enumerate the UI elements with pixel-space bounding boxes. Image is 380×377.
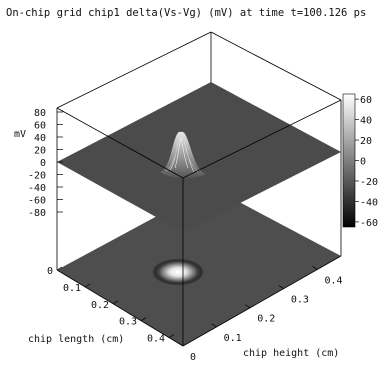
y-tick-mark	[177, 342, 184, 347]
floor-projection-blob	[151, 258, 205, 286]
x-tick-label: 0	[47, 266, 53, 277]
surface-peak	[160, 131, 206, 179]
x-axis-label: chip length (cm)	[28, 334, 124, 345]
z-tick-label: 0	[40, 158, 46, 169]
colorbar	[342, 93, 356, 228]
colorbar-tick-label: 0	[360, 157, 366, 168]
x-tick-mark	[112, 300, 119, 305]
x-axis-ticks: 0 0.1 0.2 0.3 0.4	[47, 266, 175, 345]
y-tick-label: 0	[190, 352, 196, 363]
bounding-box-front	[56, 99, 342, 347]
colorbar-ticks: 60 40 20 0 -20 -40 -60	[355, 95, 378, 229]
z-tick-label: -60	[28, 196, 46, 207]
y-tick-mark	[211, 323, 217, 328]
z-tick-label: -20	[28, 171, 46, 182]
z-tick-label: 40	[34, 133, 46, 144]
y-axis-label: chip height (cm)	[243, 348, 339, 359]
z-tick-label: 80	[34, 108, 46, 119]
y-tick-label: 0.2	[257, 314, 275, 325]
x-tick-label: 0.2	[91, 300, 109, 311]
x-tick-label: 0.1	[63, 283, 81, 294]
colorbar-tick-label: 20	[360, 136, 372, 147]
z-tick-label: -40	[28, 183, 46, 194]
x-tick-mark	[56, 266, 63, 271]
x-tick-mark	[168, 334, 175, 338]
surface-plane	[57, 82, 341, 232]
y-tick-label: 0.1	[224, 333, 242, 344]
x-tick-mark	[140, 317, 147, 321]
y-tick-mark	[245, 304, 251, 309]
y-tick-label: 0.3	[291, 295, 309, 306]
chart-title: On-chip grid chip1 delta(Vs-Vg) (mV) at …	[6, 7, 366, 19]
x-tick-mark	[84, 283, 91, 288]
y-tick-mark	[278, 285, 285, 289]
x-tick-label: 0.3	[119, 317, 137, 328]
z-tick-label: 20	[34, 146, 46, 157]
colorbar-tick-label: 60	[360, 95, 372, 106]
x-tick-label: 0.4	[147, 334, 165, 345]
z-tick-label: 60	[34, 121, 46, 132]
colorbar-tick-label: -60	[360, 218, 378, 229]
colorbar-tick-label: 40	[360, 116, 372, 127]
colorbar-tick-label: -20	[360, 177, 378, 188]
y-axis-ticks: 0 0.1 0.2 0.3 0.4	[177, 266, 343, 363]
y-tick-mark	[312, 266, 318, 270]
y-tick-label: 0.4	[324, 275, 342, 286]
z-axis-label: mV	[14, 129, 26, 140]
z-tick-label: -80	[28, 208, 46, 219]
colorbar-tick-label: -40	[360, 197, 378, 208]
